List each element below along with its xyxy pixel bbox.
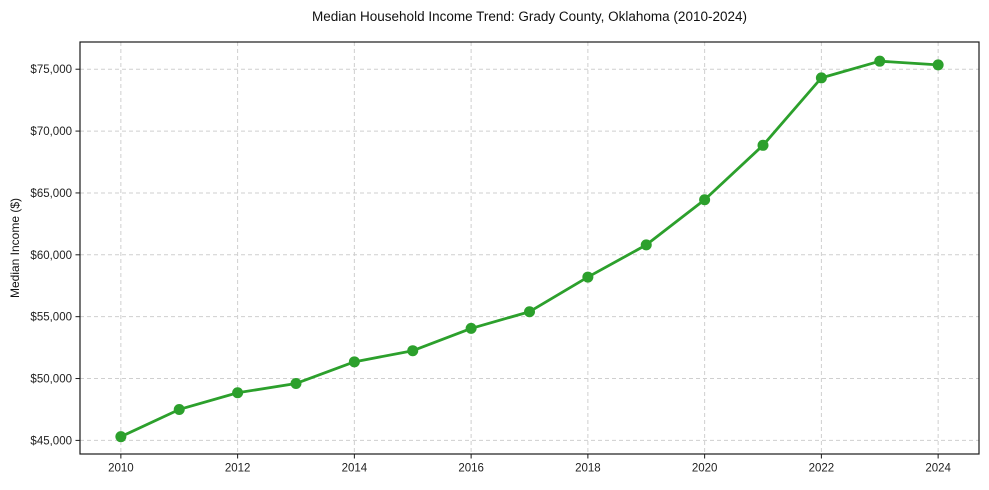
x-tick-label: 2014 xyxy=(342,463,368,475)
data-point xyxy=(757,139,769,151)
x-tick-label: 2012 xyxy=(225,463,251,475)
data-point xyxy=(115,431,127,443)
plot-frame xyxy=(79,41,980,455)
y-tick-label: $75,000 xyxy=(30,64,72,76)
data-point xyxy=(173,403,185,415)
x-tick-label: 2022 xyxy=(809,463,835,475)
y-tick-label: $70,000 xyxy=(30,126,72,138)
data-point xyxy=(874,55,886,67)
plot-background xyxy=(80,42,979,454)
data-point xyxy=(524,306,535,318)
x-tick-label: 2018 xyxy=(575,463,601,475)
data-point xyxy=(407,345,419,357)
data-point xyxy=(815,72,827,84)
y-tick-label: $50,000 xyxy=(30,374,72,386)
x-tick-label: 2016 xyxy=(458,463,484,475)
y-tick-label: $55,000 xyxy=(30,312,72,324)
x-tick-label: 2024 xyxy=(925,463,951,475)
y-tick-label: $60,000 xyxy=(30,250,72,262)
data-point xyxy=(465,322,477,334)
chart-title: Median Household Income Trend: Grady Cou… xyxy=(312,9,747,24)
data-point xyxy=(290,377,302,389)
y-tick-label: $45,000 xyxy=(30,435,72,447)
data-point xyxy=(348,356,360,368)
data-point xyxy=(640,239,652,251)
x-tick-label: 2020 xyxy=(692,463,718,475)
data-point xyxy=(932,59,944,71)
data-point xyxy=(699,194,711,206)
x-tick-label: 2010 xyxy=(108,463,134,475)
data-point xyxy=(232,387,244,399)
data-point xyxy=(582,271,594,283)
y-tick-label: $65,000 xyxy=(30,188,72,200)
